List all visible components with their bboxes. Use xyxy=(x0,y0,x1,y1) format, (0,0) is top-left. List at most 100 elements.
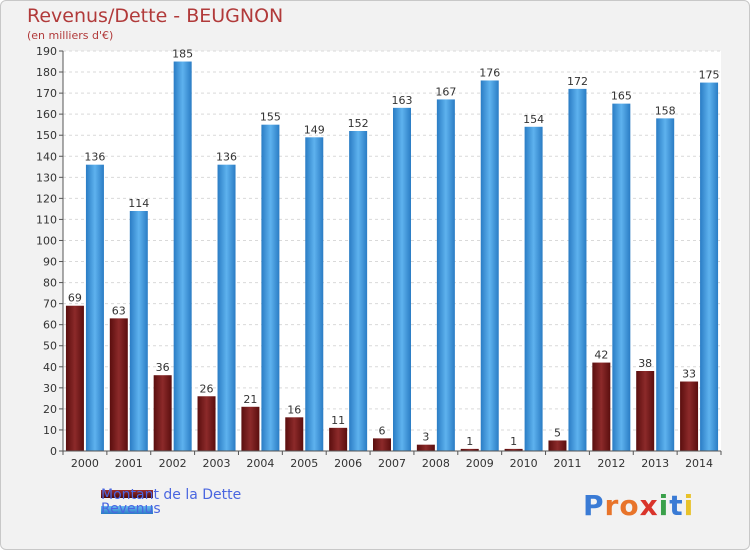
x-tick-label: 2011 xyxy=(553,457,581,470)
data-label-revenus: 175 xyxy=(699,69,720,82)
x-tick-label: 2014 xyxy=(685,457,713,470)
data-label-revenus: 185 xyxy=(172,48,193,61)
data-label-revenus: 136 xyxy=(216,151,237,164)
bar-revenus xyxy=(524,126,543,451)
y-tick-label: 30 xyxy=(43,382,57,395)
proxiti-logo: Proxiti xyxy=(583,489,694,522)
bar-dette xyxy=(548,440,567,451)
data-label-revenus: 136 xyxy=(84,151,105,164)
legend-label-debt: Montant de la Dette xyxy=(101,487,242,503)
legend-swatch-debt xyxy=(101,490,153,498)
data-label-dette: 38 xyxy=(638,357,652,370)
chart-subtitle: (en milliers d'€) xyxy=(27,29,114,42)
bar-revenus xyxy=(568,88,587,451)
data-label-revenus: 165 xyxy=(611,90,632,103)
bar-revenus xyxy=(612,103,631,451)
bar-revenus xyxy=(700,82,719,451)
y-tick-label: 130 xyxy=(36,171,57,184)
x-tick-label: 2012 xyxy=(597,457,625,470)
axis-layer: 0 10 20 30 40 50 60 70 80 90 100 110 120 130 140 150 160… xyxy=(36,45,722,470)
bar-revenus xyxy=(349,131,368,451)
bar-revenus xyxy=(173,61,192,452)
bar-dette xyxy=(592,362,611,451)
data-label-dette: 63 xyxy=(112,304,126,317)
bar-revenus xyxy=(656,118,675,452)
y-tick-label: 190 xyxy=(36,45,57,58)
y-tick-label: 50 xyxy=(43,340,57,353)
grid-layer xyxy=(63,50,721,452)
bar-dette xyxy=(65,305,84,451)
bar-dette xyxy=(109,318,128,451)
bar-dette xyxy=(241,406,260,451)
bar-dette xyxy=(153,375,172,451)
y-tick-label: 150 xyxy=(36,129,57,142)
data-label-revenus: 152 xyxy=(348,117,369,130)
x-tick-label: 2002 xyxy=(159,457,187,470)
x-tick-label: 2013 xyxy=(641,457,669,470)
bar-revenus xyxy=(85,164,104,451)
x-tick-label: 2005 xyxy=(290,457,318,470)
bar-dette xyxy=(329,427,348,451)
legend-swatch-revenus xyxy=(101,506,153,514)
y-tick-label: 180 xyxy=(36,66,57,79)
y-tick-label: 60 xyxy=(43,319,57,332)
x-tick-label: 2010 xyxy=(510,457,538,470)
bar-revenus xyxy=(217,164,236,451)
data-label-revenus: 176 xyxy=(479,66,500,79)
data-label-dette: 42 xyxy=(594,349,608,362)
data-label-dette: 69 xyxy=(68,292,82,305)
data-label-revenus: 172 xyxy=(567,75,588,88)
y-tick-label: 40 xyxy=(43,361,57,374)
y-tick-label: 140 xyxy=(36,150,57,163)
bar-dette xyxy=(285,417,304,451)
x-tick-label: 2001 xyxy=(115,457,143,470)
data-label-dette: 26 xyxy=(200,382,214,395)
data-label-dette: 1 xyxy=(510,435,517,448)
bar-revenus xyxy=(261,124,280,452)
y-tick-label: 170 xyxy=(36,87,57,100)
bar-revenus xyxy=(129,211,148,451)
bar-revenus xyxy=(393,107,411,451)
legend-label-revenus: Revenus xyxy=(101,501,161,517)
bar-dette xyxy=(504,448,523,451)
data-label-dette: 1 xyxy=(466,435,473,448)
y-tick-label: 70 xyxy=(43,298,57,311)
x-tick-label: 2007 xyxy=(378,457,406,470)
bar-dette xyxy=(680,381,699,451)
logo-letter: x xyxy=(639,489,659,522)
data-label-revenus: 158 xyxy=(655,104,676,117)
y-tick-label: 110 xyxy=(36,213,57,226)
y-tick-label: 160 xyxy=(36,108,57,121)
y-tick-label: 20 xyxy=(43,403,57,416)
data-label-revenus: 167 xyxy=(435,85,456,98)
bar-dette xyxy=(373,438,391,451)
y-tick-label: 10 xyxy=(43,424,57,437)
bar-dette xyxy=(416,444,435,451)
data-label-dette: 6 xyxy=(379,424,386,437)
data-label-revenus: 163 xyxy=(392,94,413,107)
data-label-dette: 33 xyxy=(682,368,696,381)
data-label-revenus: 155 xyxy=(260,111,281,124)
plot-background xyxy=(63,51,721,451)
logo-letter: P xyxy=(583,489,605,522)
x-tick-label: 2003 xyxy=(203,457,231,470)
y-tick-label: 100 xyxy=(36,234,57,247)
logo-letter: r xyxy=(604,489,620,522)
chart-title: Revenus/Dette - BEUGNON xyxy=(27,5,284,27)
x-tick-label: 2006 xyxy=(334,457,362,470)
data-label-revenus: 149 xyxy=(304,123,325,136)
data-label-revenus: 114 xyxy=(128,197,149,210)
logo-letter: o xyxy=(619,489,640,522)
data-label-dette: 3 xyxy=(422,431,429,444)
bar-layer xyxy=(65,61,719,452)
bar-revenus xyxy=(480,80,499,451)
y-tick-label: 90 xyxy=(43,256,57,269)
x-tick-label: 2008 xyxy=(422,457,450,470)
data-label-dette: 5 xyxy=(554,426,561,439)
bar-revenus xyxy=(436,99,455,451)
bar-revenus xyxy=(305,137,324,451)
x-tick-label: 2000 xyxy=(71,457,99,470)
